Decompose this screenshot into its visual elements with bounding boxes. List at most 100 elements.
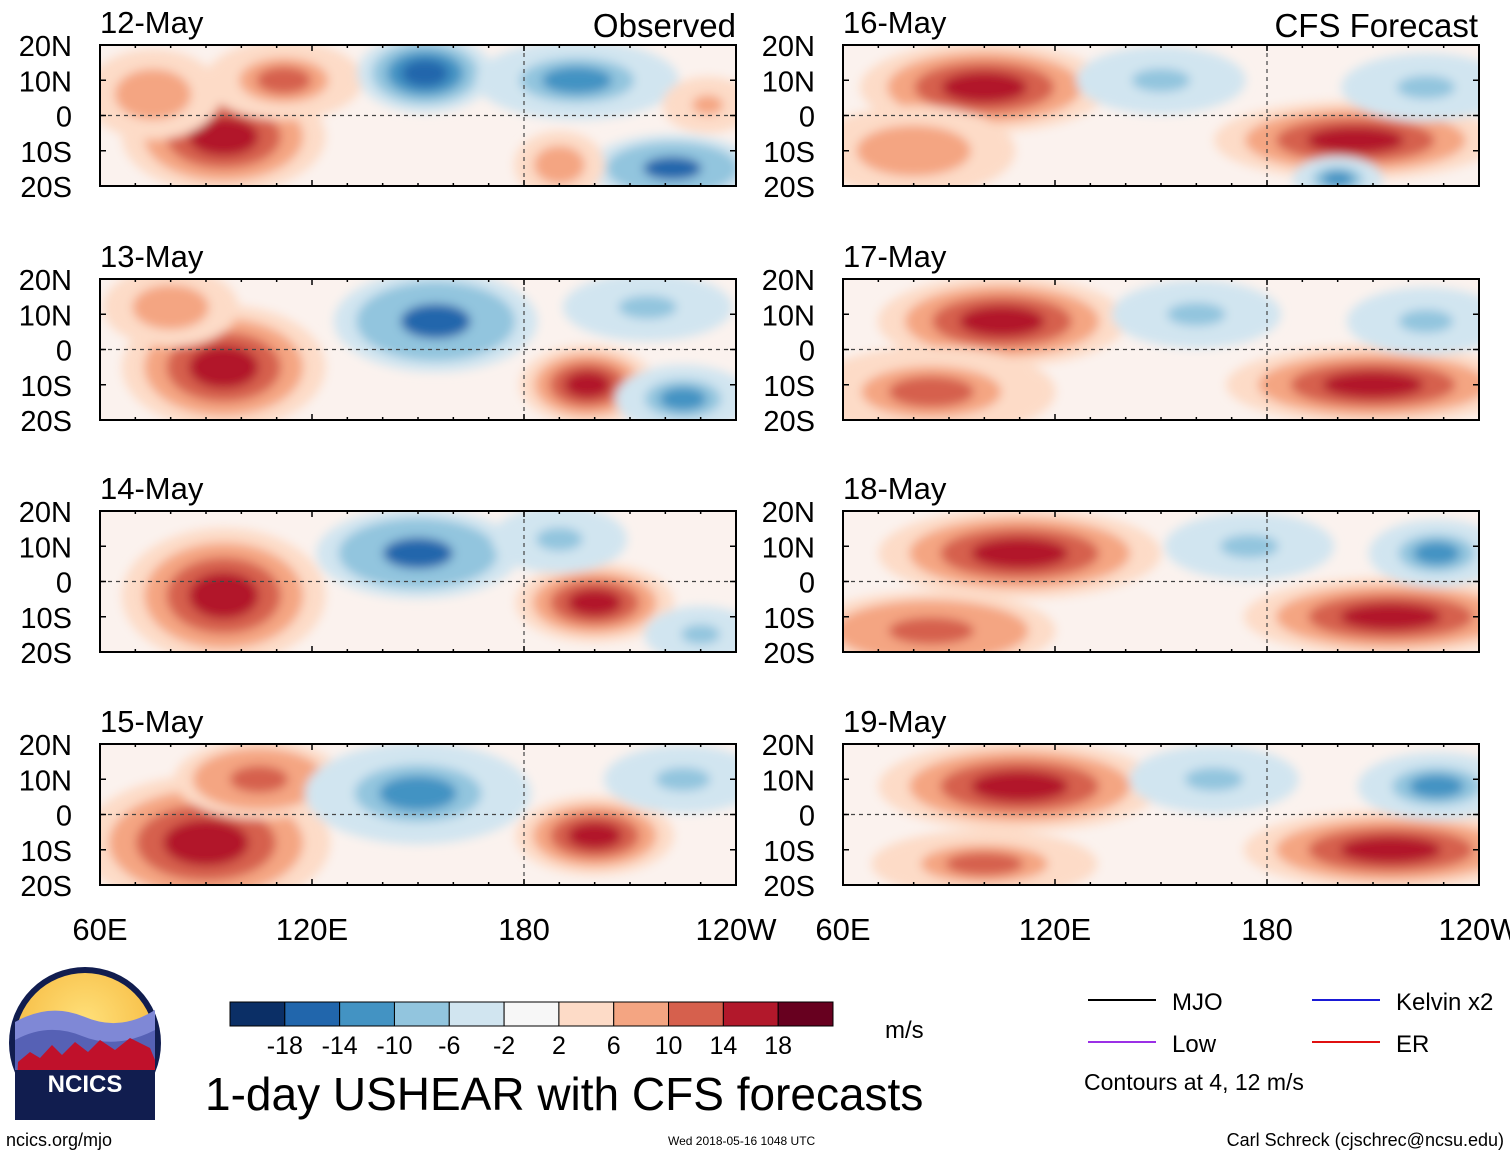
shading-layer <box>871 744 1479 885</box>
y-tick-label: 10N <box>762 66 815 98</box>
heatmap-field <box>843 45 1479 186</box>
shear-blob <box>147 293 194 321</box>
shear-blob <box>163 819 249 866</box>
shear-blob <box>567 589 622 617</box>
y-tick-label: 20S <box>763 172 815 204</box>
shear-blob <box>1184 767 1244 791</box>
colorbar-tick-label: 10 <box>655 1032 683 1060</box>
colorbar-swatch <box>722 1001 779 1027</box>
colorbar-tick-label: -18 <box>267 1032 303 1060</box>
panel-date: 17-May <box>843 239 947 274</box>
units-label: m/s <box>885 1017 924 1044</box>
colorbar-swatch <box>613 1001 670 1027</box>
y-tick-label: 0 <box>56 568 72 600</box>
colorbar-tick-label: 2 <box>552 1032 566 1060</box>
y-tick-label: 20N <box>19 31 72 63</box>
x-tick-label: 120W <box>1439 912 1510 947</box>
heatmap-field <box>843 744 1479 885</box>
y-tick-label: 0 <box>56 336 72 368</box>
shear-blob <box>1340 603 1442 631</box>
colorbar-tick-label: -6 <box>438 1032 460 1060</box>
heatmap-field <box>100 744 736 885</box>
main-title: 1-day USHEAR with CFS forecasts <box>205 1068 923 1120</box>
heatmap-field <box>100 279 736 420</box>
colorbar-tick-label: 6 <box>607 1032 621 1060</box>
x-tick-label: 120E <box>276 912 348 947</box>
y-tick-label: 10N <box>19 300 72 332</box>
heatmap-field <box>843 511 1479 652</box>
ncics-logo: NCICS <box>9 967 161 1120</box>
y-tick-label: 0 <box>56 102 72 134</box>
shear-blob <box>1340 836 1442 864</box>
forecast-label: CFS Forecast <box>1274 7 1478 44</box>
shear-blob <box>188 572 259 619</box>
y-tick-label: 20N <box>762 265 815 297</box>
y-tick-label: 10N <box>19 66 72 98</box>
y-tick-label: 20N <box>762 730 815 762</box>
y-tick-label: 10S <box>20 371 72 403</box>
x-tick-label: 180 <box>1241 912 1293 947</box>
site-link[interactable]: ncics.org/mjo <box>6 1130 113 1150</box>
shear-blob <box>618 295 677 319</box>
y-tick-label: 10S <box>763 603 815 635</box>
shear-blob <box>655 767 711 791</box>
colorbar-tick-label: -10 <box>376 1032 412 1060</box>
y-tick-label: 10N <box>19 765 72 797</box>
colorbar-tick-label: -14 <box>322 1032 358 1060</box>
bottom-x-axis-labels: 60E 120E 180 120W 60E 120E 180 120W <box>72 912 1510 947</box>
x-tick-label: 180 <box>498 912 550 947</box>
y-tick-label: 10S <box>20 137 72 169</box>
shear-blob <box>681 624 721 645</box>
panel-date: 19-May <box>843 704 947 739</box>
shear-blob <box>229 765 289 793</box>
y-tick-label: 0 <box>799 801 815 833</box>
shear-blob <box>945 852 1024 876</box>
legend-label-kelvin: Kelvin x2 <box>1396 989 1493 1016</box>
shear-blob <box>1396 75 1456 99</box>
shear-blob <box>1409 774 1464 798</box>
y-tick-label: 20S <box>20 406 72 438</box>
y-tick-label: 10S <box>763 836 815 868</box>
y-tick-label: 20N <box>19 730 72 762</box>
shear-blob <box>1322 371 1424 399</box>
colorbar-swatch <box>284 1001 341 1027</box>
y-tick-label: 20S <box>20 638 72 670</box>
panel-date: 13-May <box>100 239 204 274</box>
panel-date: 14-May <box>100 471 204 506</box>
shear-blob <box>564 371 611 399</box>
shear-blob <box>971 770 1069 802</box>
heatmap-field <box>100 511 736 652</box>
shear-blob <box>379 775 457 811</box>
y-tick-label: 20N <box>19 497 72 529</box>
shading-layer <box>102 279 736 420</box>
colorbar-swatch <box>668 1001 724 1027</box>
y-tick-label: 20N <box>762 31 815 63</box>
y-tick-label: 0 <box>799 568 815 600</box>
shading-layer <box>100 45 736 186</box>
colorbar-tick-label: 14 <box>709 1032 737 1060</box>
colorbar-swatch <box>558 1001 615 1027</box>
heatmap-field <box>843 279 1479 420</box>
shading-layer <box>121 511 736 652</box>
logo-base <box>15 1070 155 1120</box>
x-tick-label: 120W <box>696 912 778 947</box>
colorbar-swatch <box>777 1001 834 1027</box>
legend-label-mjo: MJO <box>1172 989 1223 1016</box>
credit: Carl Schreck (cjschrec@ncsu.edu) <box>1226 1130 1504 1150</box>
y-tick-label: 20S <box>20 871 72 903</box>
shear-blob <box>659 387 707 411</box>
shear-blob <box>1398 309 1454 333</box>
shear-blob <box>188 117 259 157</box>
shading-layer <box>843 279 1479 420</box>
legend-label-er: ER <box>1396 1031 1429 1058</box>
shear-blob <box>888 376 975 408</box>
shear-blob <box>1413 541 1460 565</box>
shear-blob <box>971 537 1069 569</box>
y-tick-label: 20S <box>763 871 815 903</box>
